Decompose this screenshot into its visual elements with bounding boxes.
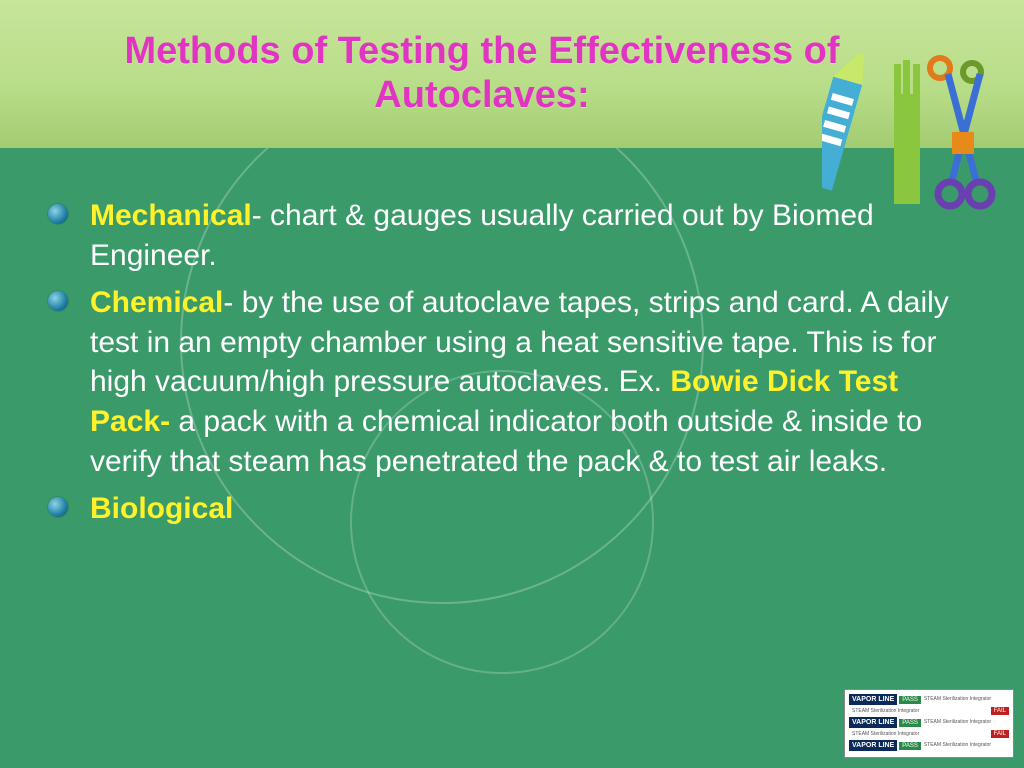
indicator-strip: STEAM Sterilization Integrator FAIL [849, 707, 1009, 715]
keyword-chemical: Chemical [90, 286, 223, 319]
keyword-biological: Biological [90, 492, 233, 525]
indicator-strips-image: VAPOR LINE PASS STEAM Sterilization Inte… [844, 689, 1014, 758]
strip-desc: STEAM Sterilization Integrator [849, 708, 989, 715]
strip-brand: VAPOR LINE [849, 717, 897, 728]
keyword-mechanical: Mechanical [90, 199, 252, 232]
indicator-strip: VAPOR LINE PASS STEAM Sterilization Inte… [849, 717, 1009, 728]
bullet-biological: Biological [90, 489, 968, 529]
surgical-tools-clipart [822, 54, 1012, 224]
strip-pass: PASS [899, 696, 921, 704]
strip-pass: PASS [899, 742, 921, 750]
bullet-text: a pack with a chemical indicator both ou… [90, 405, 922, 478]
strip-desc: STEAM Sterilization Integrator [921, 719, 1009, 726]
strip-fail: FAIL [991, 730, 1009, 738]
strip-desc: STEAM Sterilization Integrator [921, 742, 1009, 749]
indicator-strip: VAPOR LINE PASS STEAM Sterilization Inte… [849, 694, 1009, 705]
strip-desc: STEAM Sterilization Integrator [921, 696, 1009, 703]
indicator-strip: VAPOR LINE PASS STEAM Sterilization Inte… [849, 740, 1009, 751]
strip-brand: VAPOR LINE [849, 694, 897, 705]
bullet-chemical: Chemical- by the use of autoclave tapes,… [90, 283, 968, 481]
strip-pass: PASS [899, 719, 921, 727]
strip-brand: VAPOR LINE [849, 740, 897, 751]
indicator-strip: STEAM Sterilization Integrator FAIL [849, 730, 1009, 738]
strip-fail: FAIL [991, 707, 1009, 715]
strip-desc: STEAM Sterilization Integrator [849, 731, 989, 738]
